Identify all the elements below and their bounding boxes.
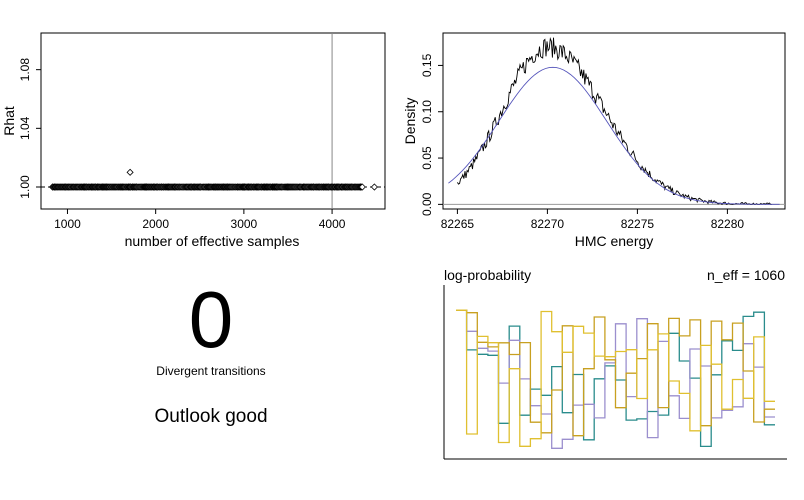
rhat-point [126, 168, 134, 176]
rhat-y-label: Rhat [1, 106, 17, 136]
energy-plot-frame [442, 32, 786, 210]
logprob-trace-chain-3 [456, 309, 775, 437]
n-eff-annotation: n_eff = 1060 [707, 267, 785, 283]
logprob-trace-chain-4 [456, 309, 775, 447]
energy-panel: HMC energy Density 82265 82270 82275 82280 0… [402, 32, 786, 249]
rhat-point [358, 183, 366, 191]
energy-x-tick-label: 82270 [531, 217, 565, 231]
logprob-title: log-probability [444, 267, 531, 283]
energy-density-line [457, 36, 772, 206]
rhat-plot-frame [40, 32, 386, 210]
divergent-label: Divergent transitions [156, 364, 266, 378]
energy-x-tick-label: 82265 [441, 217, 475, 231]
rhat-x-tick-label: 3000 [231, 217, 258, 231]
rhat-x-tick-label: 2000 [142, 217, 169, 231]
energy-y-tick-label: 0.10 [420, 100, 434, 124]
rhat-panel: number of effective samples Rhat 1000 200… [1, 32, 386, 249]
energy-y-tick-label: 0.00 [420, 192, 434, 216]
energy-normal-overlay [448, 66, 780, 205]
divergent-count: 0 [188, 275, 234, 364]
outlook-verdict: Outlook good [154, 406, 268, 427]
energy-y-label: Density [402, 98, 418, 145]
rhat-y-tick-label: 1.00 [18, 175, 32, 199]
rhat-x-tick-label: 4000 [319, 217, 346, 231]
energy-x-label: HMC energy [575, 233, 654, 249]
rhat-point [370, 183, 378, 191]
energy-y-tick-label: 0.05 [420, 146, 434, 170]
energy-x-tick-label: 82280 [711, 217, 745, 231]
energy-x-tick-label: 82275 [621, 217, 655, 231]
rhat-x-label: number of effective samples [125, 233, 300, 249]
rhat-y-tick-label: 1.04 [18, 116, 32, 140]
logprob-panel: log-probability n_eff = 1060 [443, 267, 787, 460]
rhat-x-tick-label: 1000 [54, 217, 81, 231]
energy-y-tick-label: 0.15 [420, 53, 434, 77]
rhat-y-tick-label: 1.08 [18, 58, 32, 82]
